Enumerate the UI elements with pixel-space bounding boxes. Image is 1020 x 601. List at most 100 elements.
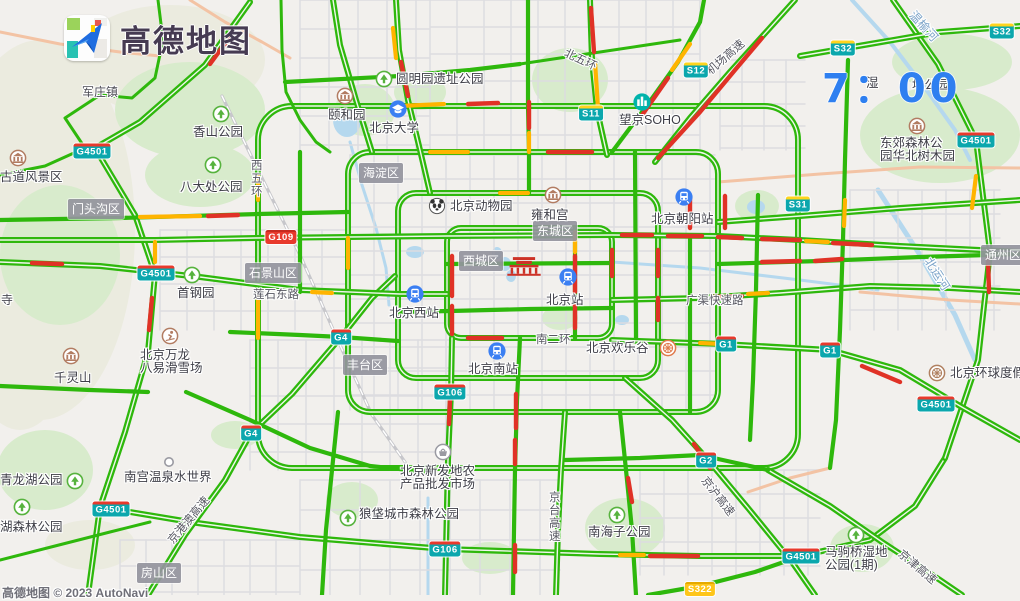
poi-label[interactable]: 北京南站 [468,362,519,376]
road-name-label: 西五环 [251,160,263,198]
museum-icon[interactable] [62,347,81,366]
poi-label[interactable]: 雍和宫 [531,208,569,222]
poi-label[interactable]: 南海子公园 [588,525,651,539]
town-label[interactable]: 寺 [1,293,14,307]
road-shield-S32: S32 [989,23,1015,39]
poi-label[interactable]: 千灵山 [54,371,92,385]
poi-label[interactable]: 八大处公园 [180,180,243,194]
tree-icon[interactable] [66,472,85,491]
road-shield-S322: S322 [684,582,716,596]
tree-icon[interactable] [183,266,202,285]
poi-label[interactable]: 首钢园 [177,286,215,300]
road-shield-G1: G1 [820,342,840,358]
district-label[interactable]: 通州区 [980,245,1020,265]
road-name-label: 机场高速 [704,38,748,78]
poi-label[interactable]: 古道风景区 [0,170,63,184]
poi-label[interactable]: 北京大学 [369,121,420,135]
poi-label[interactable]: 马驹桥湿地 公园(1期) [825,545,888,572]
tree-icon[interactable] [339,509,358,528]
poi-label[interactable]: 颐和园 [328,108,366,122]
poi-label[interactable]: 香山公园 [193,125,244,139]
tiananmen-icon[interactable] [502,256,546,276]
ring-icon[interactable] [160,453,179,472]
poi-label[interactable]: 北京新发地农 产品批发市场 [400,464,476,491]
poi-label[interactable]: 北京环球度假区 [950,366,1020,380]
museum-icon[interactable] [9,149,28,168]
panda-icon[interactable] [428,197,447,216]
district-label[interactable]: 西城区 [458,251,504,271]
poi-label[interactable]: 北京朝阳站 [651,212,714,226]
town-label[interactable]: 军庄镇 [82,85,119,99]
road-name-label: 京台高速 [549,492,561,543]
road-shield-G1: G1 [716,336,736,352]
ferris2-icon[interactable] [928,364,947,383]
district-label[interactable]: 门头沟区 [67,199,125,219]
road-shield-G4501: G4501 [917,396,955,412]
road-shield-G4501: G4501 [73,143,111,159]
water-name-label: 北运河 [921,255,953,294]
poi-label[interactable]: 东郊森林公 园华北树木园 [880,136,956,163]
road-shield-S32: S32 [830,40,856,56]
map-attribution: 高德地图 © 2023 AutoNavi [2,586,149,600]
road-name-label: 广渠快速路 [686,295,744,307]
road-name-label: 南二环 [536,334,571,346]
road-name-label: 京津高速 [895,548,939,587]
amap-logo-title: 高德地图 [120,23,252,59]
water-name-label: 温榆河 [906,8,941,45]
tree-icon[interactable] [13,498,32,517]
poi-label[interactable]: 南宫温泉水世界 [124,470,212,484]
train-icon[interactable] [406,285,425,304]
road-shield-S12: S12 [683,62,709,78]
road-name-label: 莲石东路 [253,289,299,301]
ski-icon[interactable] [161,327,180,346]
road-shield-G4501: G4501 [92,501,130,517]
poi-label[interactable]: 望京SOHO [619,113,681,127]
museum-icon[interactable] [908,117,927,136]
poi-label[interactable]: 狼垡城市森林公园 [359,507,460,521]
amap-logo-icon [64,15,110,61]
district-label[interactable]: 丰台区 [342,355,388,375]
poi-label[interactable]: 青龙湖公园 [0,473,63,487]
road-name-label: 北五环 [562,47,599,73]
poi-label[interactable]: 北京万龙 八易滑雪场 [140,348,203,375]
poi-label[interactable]: 圆明园遗址公园 [396,72,484,86]
road-shield-S11: S11 [579,105,603,121]
partial-park-label: 地公园 [912,78,950,92]
train-icon[interactable] [675,188,694,207]
museum-icon[interactable] [544,186,563,205]
road-shield-S31: S31 [785,196,811,212]
road-shield-G4: G4 [331,329,351,345]
poi-label[interactable]: 北京动物园 [450,199,513,213]
road-shield-G106: G106 [429,541,461,557]
poi-label[interactable]: 湖森林公园 [0,520,63,534]
district-label[interactable]: 房山区 [136,563,182,583]
cap-icon[interactable] [389,100,408,119]
road-shield-G4: G4 [241,425,261,441]
clock-overlay: 7：00 [822,66,962,112]
road-shield-G106: G106 [434,384,466,400]
district-label[interactable]: 石景山区 [244,263,302,283]
soho-icon[interactable] [633,93,652,112]
road-shield-G4501: G4501 [137,265,175,281]
tree-icon[interactable] [375,70,394,89]
road-shield-G2: G2 [696,452,716,468]
museum-icon[interactable] [336,87,355,106]
train-icon[interactable] [559,268,578,287]
tree-icon[interactable] [212,105,231,124]
road-shield-G4501: G4501 [957,132,995,148]
partial-park-label: 湿 [866,76,879,90]
poi-label[interactable]: 北京欢乐谷 [586,341,649,355]
poi-label[interactable]: 北京站 [546,293,584,307]
poi-label[interactable]: 北京西站 [389,306,440,320]
tree-icon[interactable] [204,156,223,175]
district-label[interactable]: 海淀区 [358,163,404,183]
district-label[interactable]: 东城区 [532,221,578,241]
tree-icon[interactable] [847,526,866,545]
ferris-icon[interactable] [659,339,678,358]
train-icon[interactable] [488,342,507,361]
tree-icon[interactable] [608,506,627,525]
basket-icon[interactable] [434,443,453,462]
